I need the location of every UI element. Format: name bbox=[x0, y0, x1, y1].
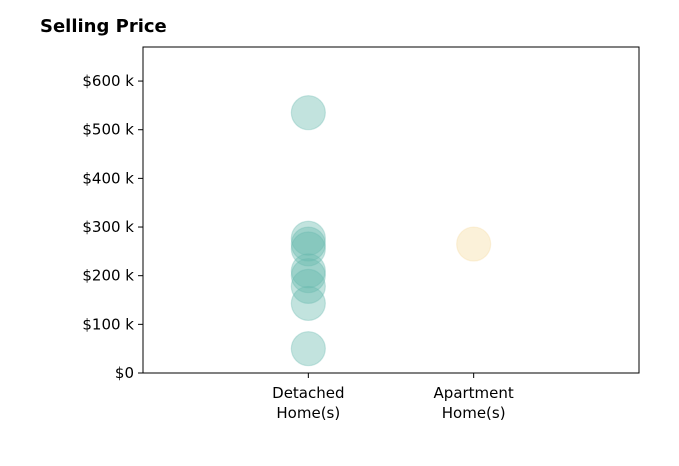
x-tick-label: Apartment Home(s) bbox=[434, 384, 514, 422]
data-point bbox=[290, 220, 326, 256]
plot-frame bbox=[142, 46, 640, 374]
data-point bbox=[290, 253, 326, 289]
data-point bbox=[290, 268, 326, 304]
data-point bbox=[290, 258, 326, 294]
y-tick-label: $0 bbox=[115, 364, 134, 382]
y-tick-label: $300 k bbox=[82, 218, 134, 236]
y-axis: $0 $100 k $200 k $300 k $400 k $500 k $600 k bbox=[82, 72, 143, 382]
data-point bbox=[290, 285, 326, 322]
data-point bbox=[290, 231, 326, 267]
data-point bbox=[290, 331, 326, 367]
data-point bbox=[290, 226, 326, 262]
y-tick-label: $100 k bbox=[82, 315, 134, 333]
x-axis: Detached Home(s) Apartment Home(s) bbox=[272, 373, 514, 422]
data-point bbox=[456, 226, 492, 262]
y-tick-label: $600 k bbox=[82, 72, 134, 90]
data-points bbox=[290, 95, 492, 367]
chart-title: Selling Price bbox=[40, 16, 167, 37]
y-tick-label: $400 k bbox=[82, 169, 134, 187]
y-tick-label: $500 k bbox=[82, 121, 134, 139]
x-tick-label: Detached Home(s) bbox=[272, 384, 344, 422]
data-point bbox=[290, 95, 326, 131]
y-tick-label: $200 k bbox=[82, 267, 134, 285]
